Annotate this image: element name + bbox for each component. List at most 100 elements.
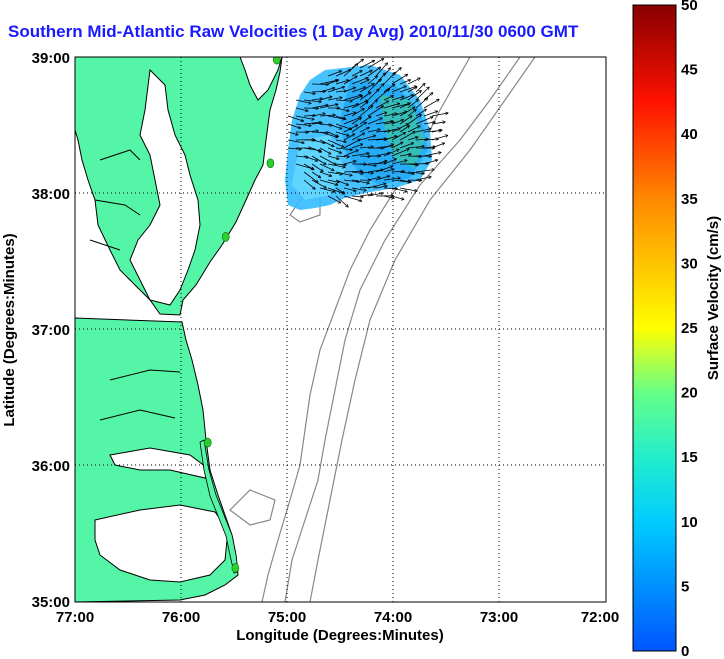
velocity-vector	[343, 150, 358, 157]
velocity-vector	[343, 140, 360, 149]
velocity-vector	[311, 139, 325, 143]
velocity-vector	[375, 166, 392, 173]
velocity-vector	[399, 187, 417, 191]
velocity-vector	[343, 171, 362, 172]
x-tick-label: 77:00	[56, 609, 94, 626]
velocity-vector	[351, 179, 369, 183]
velocity-vector	[415, 98, 427, 109]
velocity-vector	[351, 187, 366, 190]
velocity-vector	[375, 161, 387, 165]
velocity-vector	[335, 115, 346, 119]
velocity-vector	[311, 114, 325, 117]
velocity-vector	[327, 179, 339, 182]
velocity-vector	[383, 96, 393, 101]
velocity-vector	[303, 131, 318, 132]
velocity-vector	[327, 80, 338, 85]
velocity-vector	[351, 153, 369, 157]
velocity-vector	[367, 193, 383, 197]
velocity-vector	[367, 100, 377, 109]
velocity-vector	[399, 95, 413, 101]
velocity-vector	[319, 104, 338, 109]
land-mass	[75, 57, 283, 602]
colorbar-tick-label: 5	[681, 578, 689, 595]
velocity-vector	[351, 100, 367, 109]
velocity-vector	[303, 155, 317, 161]
x-tick-labels: 77:00 76:00 75:00 74:00 73:00 72:00	[56, 609, 619, 626]
velocity-vector	[399, 80, 410, 85]
velocity-vector	[351, 196, 363, 197]
colorbar-tick-label: 45	[681, 62, 698, 79]
velocity-vector	[415, 84, 425, 93]
velocity-vector	[343, 179, 359, 182]
velocity-vector	[375, 176, 389, 181]
velocity-vector	[327, 115, 345, 119]
velocity-vector	[367, 67, 380, 77]
velocity-vector	[431, 122, 445, 125]
velocity-vector	[327, 87, 344, 93]
velocity-vector	[391, 149, 409, 157]
velocity-vector	[391, 187, 407, 192]
velocity-vector	[415, 170, 434, 173]
velocity-vector	[391, 171, 404, 172]
velocity-vector	[327, 71, 341, 77]
velocity-vector	[343, 161, 356, 165]
x-tick-label: 73:00	[480, 609, 518, 626]
velocity-vector	[327, 98, 342, 101]
velocity-vector	[367, 76, 377, 85]
velocity-vector	[319, 124, 332, 125]
velocity-vector	[335, 195, 348, 207]
velocity-vector	[311, 123, 322, 124]
velocity-vector	[295, 123, 311, 126]
y-tick-label: 36:00	[32, 458, 70, 475]
velocity-vector	[359, 163, 376, 166]
colorbar-tick-label: 40	[681, 126, 698, 143]
velocity-vector	[343, 95, 361, 101]
velocity-vector	[399, 86, 416, 93]
velocity-vector	[391, 86, 406, 93]
velocity-vector	[335, 91, 346, 92]
radar-station-marker	[272, 57, 281, 65]
velocity-vector	[303, 91, 315, 94]
velocity-vector	[383, 149, 399, 157]
velocity-vector	[359, 80, 369, 85]
velocity-vector	[335, 171, 352, 175]
velocity-vector	[351, 123, 366, 133]
velocity-vector	[359, 71, 372, 77]
velocity-vector	[319, 187, 335, 192]
velocity-vector	[407, 137, 418, 141]
velocity-vector	[407, 146, 424, 149]
velocity-vector	[335, 131, 348, 136]
velocity-vector	[351, 118, 361, 125]
velocity-vector	[399, 126, 409, 133]
velocity-vector	[375, 101, 388, 109]
radar-station-marker	[231, 563, 240, 573]
velocity-vector	[431, 113, 448, 117]
x-axis-label: Longitude (Degrees:Minutes)	[236, 627, 444, 644]
velocity-vector	[343, 125, 357, 133]
velocity-vector	[343, 134, 354, 141]
velocity-vector	[359, 172, 373, 173]
velocity-vector	[399, 179, 411, 182]
velocity-vector	[335, 107, 349, 111]
velocity-vector	[423, 152, 441, 157]
colorbar-tick-label: 15	[681, 449, 698, 466]
velocity-vector	[303, 122, 321, 125]
velocity-vector	[415, 139, 428, 140]
velocity-vector	[311, 147, 321, 152]
velocity-vector	[295, 156, 308, 157]
velocity-vector	[343, 187, 356, 191]
velocity-vector	[319, 147, 330, 154]
colorbar	[632, 4, 677, 652]
velocity-vector	[327, 171, 342, 174]
y-tick-label: 39:00	[32, 50, 70, 67]
velocity-vector	[319, 88, 334, 93]
velocity-vector	[423, 122, 435, 125]
velocity-vector	[367, 79, 381, 93]
radar-station-marker	[222, 232, 230, 242]
velocity-vector	[287, 148, 301, 149]
velocity-vector	[423, 111, 437, 117]
velocity-vector	[407, 171, 424, 174]
velocity-vector	[295, 115, 314, 119]
velocity-vector	[407, 110, 416, 117]
